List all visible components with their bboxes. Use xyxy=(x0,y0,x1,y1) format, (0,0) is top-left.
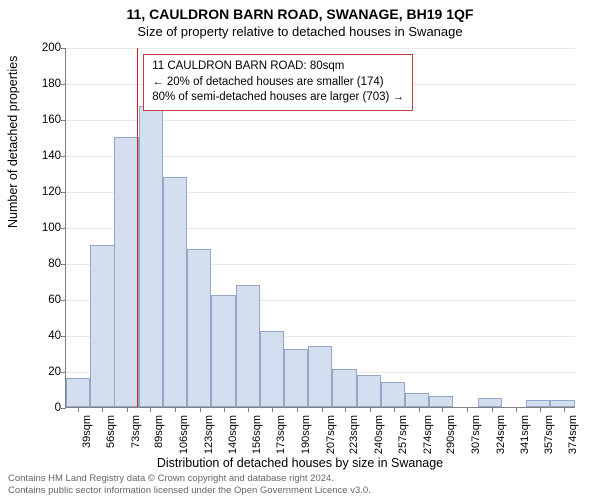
ytick-mark xyxy=(61,48,66,49)
histogram-bar xyxy=(526,400,550,407)
xtick-label: 123sqm xyxy=(203,415,215,454)
xtick-label: 257sqm xyxy=(397,415,409,454)
xtick-mark xyxy=(175,407,176,412)
histogram-bar xyxy=(211,295,235,407)
histogram-bar xyxy=(550,400,574,407)
histogram-bar xyxy=(308,346,332,407)
xtick-label: 190sqm xyxy=(300,415,312,454)
xtick-mark xyxy=(492,407,493,412)
histogram-bar xyxy=(357,375,381,407)
footer-line2: Contains public sector information licen… xyxy=(8,485,371,496)
footer-line1: Contains HM Land Registry data © Crown c… xyxy=(8,473,371,484)
xtick-label: 73sqm xyxy=(130,415,142,448)
xtick-mark xyxy=(150,407,151,412)
xtick-mark xyxy=(394,407,395,412)
ytick-mark xyxy=(61,156,66,157)
xtick-mark xyxy=(467,407,468,412)
subtitle: Size of property relative to detached ho… xyxy=(0,24,600,39)
ytick-label: 100 xyxy=(42,222,61,234)
ytick-mark xyxy=(61,84,66,85)
histogram-bar xyxy=(139,106,163,407)
xtick-label: 39sqm xyxy=(81,415,93,448)
histogram-bar xyxy=(478,398,502,407)
xtick-mark xyxy=(127,407,128,412)
xtick-label: 374sqm xyxy=(567,415,579,454)
histogram-bar xyxy=(66,378,90,407)
xtick-label: 106sqm xyxy=(178,415,190,454)
xtick-label: 140sqm xyxy=(227,415,239,454)
xtick-label: 156sqm xyxy=(251,415,263,454)
histogram-bar xyxy=(381,382,405,407)
xtick-mark xyxy=(370,407,371,412)
info-box-line: 11 CAULDRON BARN ROAD: 80sqm xyxy=(152,59,404,75)
xtick-label: 173sqm xyxy=(275,415,287,454)
ytick-label: 60 xyxy=(48,294,61,306)
xtick-mark xyxy=(297,407,298,412)
info-box: 11 CAULDRON BARN ROAD: 80sqm← 20% of det… xyxy=(143,54,413,111)
chart-container: 11, CAULDRON BARN ROAD, SWANAGE, BH19 1Q… xyxy=(0,0,600,500)
ytick-label: 140 xyxy=(42,150,61,162)
ytick-label: 200 xyxy=(42,42,61,54)
ytick-mark xyxy=(61,408,66,409)
xtick-mark xyxy=(322,407,323,412)
xtick-mark xyxy=(564,407,565,412)
histogram-bar xyxy=(236,285,260,407)
xtick-mark xyxy=(102,407,103,412)
histogram-bar xyxy=(429,396,453,407)
histogram-bar xyxy=(405,393,429,407)
ytick-label: 120 xyxy=(42,186,61,198)
xtick-label: 307sqm xyxy=(470,415,482,454)
plot-area: 11 CAULDRON BARN ROAD: 80sqm← 20% of det… xyxy=(65,48,575,408)
marker-line xyxy=(137,48,138,407)
ytick-label: 80 xyxy=(48,258,61,270)
ytick-label: 0 xyxy=(55,402,61,414)
ytick-mark xyxy=(61,300,66,301)
ytick-mark xyxy=(61,228,66,229)
ytick-mark xyxy=(61,264,66,265)
xtick-label: 240sqm xyxy=(373,415,385,454)
histogram-bar xyxy=(90,245,114,407)
ytick-mark xyxy=(61,372,66,373)
histogram-bar xyxy=(260,331,284,407)
ytick-mark xyxy=(61,192,66,193)
xtick-label: 207sqm xyxy=(325,415,337,454)
ytick-mark xyxy=(61,120,66,121)
xtick-label: 274sqm xyxy=(422,415,434,454)
histogram-bar xyxy=(187,249,211,407)
xtick-mark xyxy=(224,407,225,412)
histogram-bar xyxy=(284,349,308,407)
x-axis-label: Distribution of detached houses by size … xyxy=(0,456,600,470)
xtick-label: 56sqm xyxy=(105,415,117,448)
xtick-mark xyxy=(442,407,443,412)
xtick-label: 89sqm xyxy=(153,415,165,448)
xtick-mark xyxy=(345,407,346,412)
ytick-label: 20 xyxy=(48,366,61,378)
footer: Contains HM Land Registry data © Crown c… xyxy=(8,473,371,496)
xtick-mark xyxy=(540,407,541,412)
xtick-mark xyxy=(200,407,201,412)
histogram-bar xyxy=(332,369,356,407)
xtick-mark xyxy=(516,407,517,412)
ytick-label: 180 xyxy=(42,78,61,90)
xtick-label: 341sqm xyxy=(519,415,531,454)
info-box-line: 80% of semi-detached houses are larger (… xyxy=(152,90,404,106)
info-box-line: ← 20% of detached houses are smaller (17… xyxy=(152,75,404,91)
ytick-label: 40 xyxy=(48,330,61,342)
histogram-bar xyxy=(114,137,138,407)
xtick-mark xyxy=(272,407,273,412)
ytick-mark xyxy=(61,336,66,337)
xtick-label: 223sqm xyxy=(348,415,360,454)
xtick-label: 357sqm xyxy=(543,415,555,454)
page-title: 11, CAULDRON BARN ROAD, SWANAGE, BH19 1Q… xyxy=(0,6,600,22)
gridline xyxy=(66,48,575,49)
y-axis-label: Number of detached properties xyxy=(6,56,20,228)
xtick-mark xyxy=(248,407,249,412)
histogram-bar xyxy=(163,177,187,407)
xtick-mark xyxy=(78,407,79,412)
xtick-label: 290sqm xyxy=(445,415,457,454)
ytick-label: 160 xyxy=(42,114,61,126)
xtick-label: 324sqm xyxy=(495,415,507,454)
xtick-mark xyxy=(419,407,420,412)
